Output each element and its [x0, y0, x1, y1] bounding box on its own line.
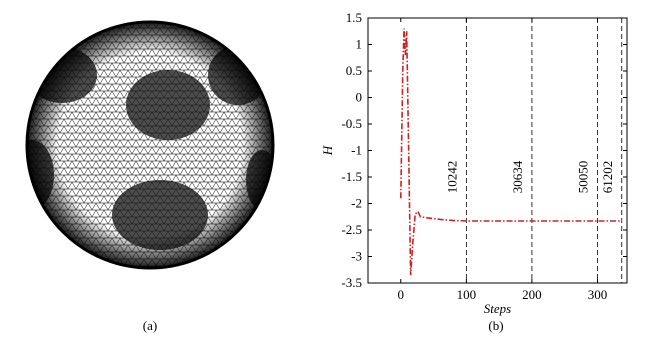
- marker-label: 10242: [444, 161, 459, 194]
- y-tick-label: -3.5: [341, 275, 362, 290]
- plot-frame: [367, 17, 628, 284]
- y-tick-label: -3: [351, 249, 362, 264]
- x-tick-label: 200: [522, 287, 542, 302]
- y-tick-label: -2: [351, 196, 362, 211]
- y-axis-label: H: [320, 145, 335, 156]
- sphere-outline: [25, 20, 275, 270]
- marker-label: 30634: [510, 160, 525, 193]
- y-tick-label: 0.5: [346, 63, 362, 78]
- x-tick-label: 0: [398, 287, 405, 302]
- y-tick-label: 1.5: [346, 10, 362, 25]
- y-tick-label: -0.5: [341, 116, 362, 131]
- caption-b: (b): [488, 318, 503, 333]
- line-chart: 1.5 1 0.5 0 -0.5 -1 -1.5 -2 -2.5 -3 -3.5 0 100 200 300…: [320, 10, 628, 316]
- caption-a: (a): [143, 318, 157, 333]
- x-axis-label: Steps: [484, 301, 511, 316]
- x-tick-label: 300: [588, 287, 608, 302]
- y-tick-label: -1.5: [341, 169, 362, 184]
- y-tick-label: -1: [351, 143, 362, 158]
- y-tick-label: 0: [356, 90, 363, 105]
- y-tick-label: -2.5: [341, 222, 362, 237]
- y-tick-label: 1: [356, 37, 363, 52]
- x-tick-label: 100: [457, 287, 477, 302]
- marker-label: 61202: [600, 161, 615, 194]
- marker-label: 50050: [575, 161, 590, 194]
- data-line: [399, 28, 622, 276]
